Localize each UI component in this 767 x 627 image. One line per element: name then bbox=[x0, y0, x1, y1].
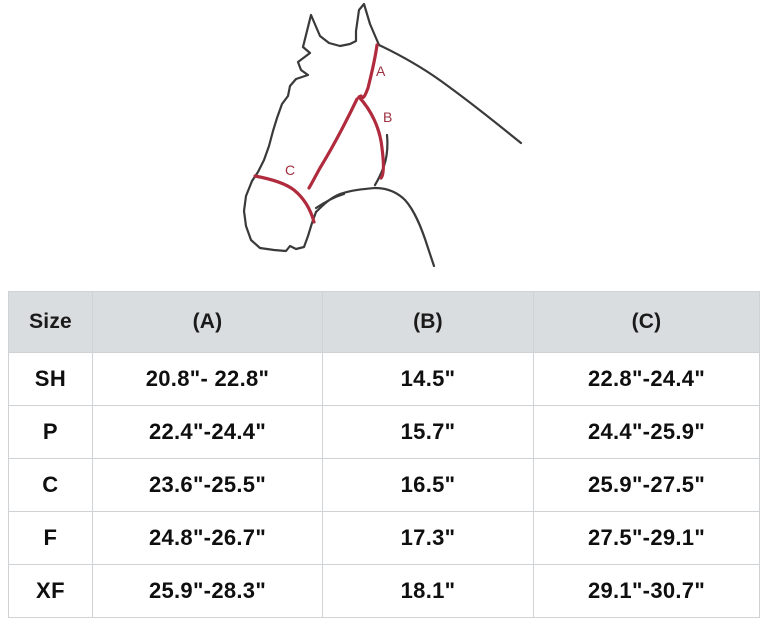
column-header-b: (B) bbox=[322, 291, 534, 353]
measure-line-b bbox=[357, 95, 385, 180]
size-table-body: SH 20.8"- 22.8" 14.5" 22.8"-24.4" P 22.4… bbox=[8, 352, 760, 618]
diagram-label-b: B bbox=[383, 109, 392, 125]
size-table: Size (A) (B) (C) SH 20.8"- 22.8" 14.5" 2… bbox=[8, 291, 760, 618]
size-table-container: Size (A) (B) (C) SH 20.8"- 22.8" 14.5" 2… bbox=[8, 291, 760, 618]
table-row: XF 25.9"-28.3" 18.1" 29.1"-30.7" bbox=[8, 564, 760, 618]
measurement-lines bbox=[253, 43, 385, 224]
cell-size: F bbox=[8, 511, 93, 565]
cell-b: 18.1" bbox=[322, 564, 534, 618]
cell-c: 25.9"-27.5" bbox=[533, 458, 760, 512]
column-header-c: (C) bbox=[533, 291, 760, 353]
table-row: SH 20.8"- 22.8" 14.5" 22.8"-24.4" bbox=[8, 352, 760, 406]
diagram-labels: A B C bbox=[285, 63, 392, 178]
cell-a: 22.4"-24.4" bbox=[92, 405, 323, 459]
diagram-area: A B C bbox=[0, 0, 767, 285]
cell-c: 22.8"-24.4" bbox=[533, 352, 760, 406]
cell-b: 15.7" bbox=[322, 405, 534, 459]
measure-line-c bbox=[253, 174, 316, 224]
cell-size: XF bbox=[8, 564, 93, 618]
table-row: F 24.8"-26.7" 17.3" 27.5"-29.1" bbox=[8, 511, 760, 565]
horse-head-diagram: A B C bbox=[242, 2, 523, 268]
column-header-size: Size bbox=[8, 291, 93, 353]
cell-b: 16.5" bbox=[322, 458, 534, 512]
cell-c: 24.4"-25.9" bbox=[533, 405, 760, 459]
diagram-label-c: C bbox=[285, 162, 295, 178]
cell-a: 24.8"-26.7" bbox=[92, 511, 323, 565]
column-header-a: (A) bbox=[92, 291, 323, 353]
table-row: P 22.4"-24.4" 15.7" 24.4"-25.9" bbox=[8, 405, 760, 459]
cell-size: SH bbox=[8, 352, 93, 406]
horse-outline-icon bbox=[242, 2, 523, 268]
cell-b: 17.3" bbox=[322, 511, 534, 565]
size-table-head: Size (A) (B) (C) bbox=[8, 291, 760, 353]
diagram-label-a: A bbox=[376, 63, 386, 79]
measure-line-noseband-diagonal bbox=[307, 97, 359, 190]
table-row: C 23.6"-25.5" 16.5" 25.9"-27.5" bbox=[8, 458, 760, 512]
measure-line-a bbox=[359, 43, 379, 100]
cell-a: 20.8"- 22.8" bbox=[92, 352, 323, 406]
cell-c: 29.1"-30.7" bbox=[533, 564, 760, 618]
table-header-row: Size (A) (B) (C) bbox=[8, 291, 760, 353]
cell-a: 25.9"-28.3" bbox=[92, 564, 323, 618]
cell-size: P bbox=[8, 405, 93, 459]
cell-a: 23.6"-25.5" bbox=[92, 458, 323, 512]
cell-b: 14.5" bbox=[322, 352, 534, 406]
cell-c: 27.5"-29.1" bbox=[533, 511, 760, 565]
cell-size: C bbox=[8, 458, 93, 512]
